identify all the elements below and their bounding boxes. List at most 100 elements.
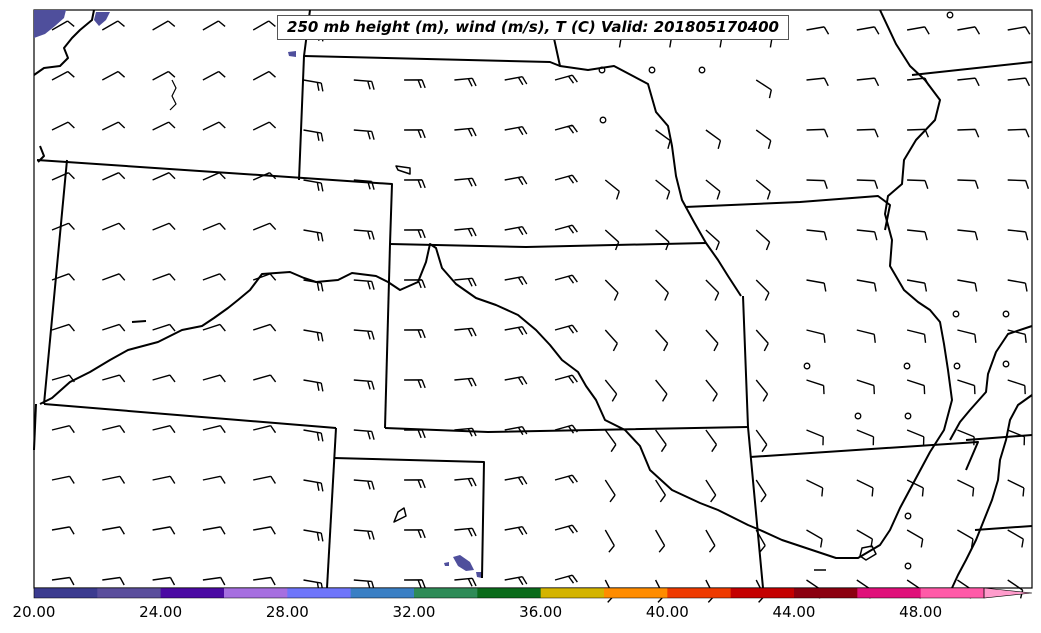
wind-barb-icon bbox=[655, 129, 671, 150]
wind-barb-icon bbox=[353, 529, 375, 540]
wind-barb-icon bbox=[1007, 26, 1031, 35]
wind-barb-icon bbox=[654, 529, 666, 553]
wind-barb-icon bbox=[303, 379, 324, 392]
wind-barb-icon bbox=[101, 70, 126, 81]
wind-barb-icon bbox=[604, 229, 620, 251]
wind-barb-icon bbox=[806, 479, 824, 497]
colorbar-tick-label: 24.00 bbox=[139, 603, 183, 621]
wind-barb-icon bbox=[1007, 279, 1028, 292]
wind-barb-icon bbox=[202, 273, 226, 281]
wind-barb-icon bbox=[1007, 229, 1029, 241]
wind-barb-icon bbox=[202, 121, 226, 131]
wind-barb-icon bbox=[604, 379, 618, 402]
wind-barb-icon bbox=[353, 79, 375, 90]
wind-barb-icon bbox=[303, 529, 324, 542]
wind-barb-icon bbox=[604, 279, 619, 301]
wind-barb-icon bbox=[806, 329, 826, 343]
wind-barb-icon bbox=[454, 277, 477, 287]
wind-barb-icon bbox=[604, 529, 615, 553]
wind-barb-icon bbox=[252, 121, 277, 131]
calm-winds-layer bbox=[598, 11, 1010, 570]
wind-barb-icon bbox=[1007, 77, 1031, 87]
calm-circle-icon bbox=[903, 362, 911, 370]
calm-circle-icon bbox=[904, 412, 912, 420]
wind-barb-icon bbox=[504, 576, 528, 586]
wind-barb-icon bbox=[152, 424, 176, 434]
wind-barb-icon bbox=[806, 26, 830, 35]
wind-barb-icon bbox=[554, 524, 578, 534]
wind-barb-icon bbox=[202, 172, 226, 181]
wind-barb-icon bbox=[404, 129, 426, 139]
wind-barb-icon bbox=[202, 576, 226, 586]
colorbar-swatch bbox=[160, 588, 225, 598]
wind-barb-icon bbox=[907, 229, 928, 241]
wind-barb-icon bbox=[655, 479, 666, 503]
wind-barb-icon bbox=[152, 20, 176, 31]
wind-barb-icon bbox=[102, 323, 126, 332]
wind-barb-icon bbox=[404, 479, 426, 489]
wind-barb-icon bbox=[353, 379, 375, 390]
temperature-fill bbox=[34, 10, 482, 578]
wind-barb-icon bbox=[51, 374, 75, 383]
wind-barb-icon bbox=[152, 273, 176, 281]
wind-barb-icon bbox=[604, 329, 618, 352]
wind-barb-icon bbox=[755, 379, 769, 402]
wind-barb-icon bbox=[705, 279, 720, 301]
wind-barb-icon bbox=[454, 227, 477, 237]
colorbar-extend-arrow bbox=[983, 587, 1033, 599]
wind-barb-icon bbox=[454, 127, 477, 137]
wind-barb-icon bbox=[202, 20, 226, 31]
wind-barb-icon bbox=[253, 424, 277, 434]
wind-barb-icon bbox=[252, 273, 277, 281]
wind-barb-icon bbox=[404, 229, 426, 239]
wind-barb-icon bbox=[806, 379, 825, 395]
wind-barb-icon bbox=[504, 526, 528, 536]
wind-barb-icon bbox=[1007, 529, 1024, 548]
wind-barb-icon bbox=[504, 376, 528, 386]
wind-barb-icon bbox=[856, 77, 880, 87]
wind-barb-icon bbox=[806, 179, 828, 189]
colorbar-swatch bbox=[794, 588, 858, 598]
wind-barb-icon bbox=[906, 329, 927, 343]
calm-circle-icon bbox=[953, 362, 961, 370]
wind-barb-icon bbox=[755, 329, 769, 352]
colorbar-swatch bbox=[224, 588, 288, 598]
colorbar-tick-label: 36.00 bbox=[519, 603, 563, 621]
wind-barb-icon bbox=[554, 574, 578, 584]
wind-barb-icon bbox=[957, 77, 980, 87]
calm-circle-icon bbox=[904, 562, 912, 570]
colorbar-tick-label: 28.00 bbox=[265, 603, 309, 621]
wind-barb-icon bbox=[856, 379, 875, 395]
wind-barb-icon bbox=[303, 329, 324, 342]
wind-barb-icon bbox=[755, 79, 772, 99]
wind-barb-icon bbox=[152, 374, 176, 383]
wind-barb-icon bbox=[906, 279, 928, 292]
wind-barbs-layer bbox=[51, 20, 1031, 603]
calm-circle-icon bbox=[803, 362, 811, 370]
wind-barb-icon bbox=[755, 279, 770, 301]
wind-barb-icon bbox=[755, 179, 771, 200]
wind-barb-icon bbox=[303, 479, 324, 492]
colorbar-tick-label: 20.00 bbox=[12, 603, 56, 621]
wind-barb-icon bbox=[655, 229, 670, 251]
wind-barb-icon bbox=[655, 179, 671, 200]
wind-barb-icon bbox=[102, 273, 126, 281]
wind-barb-icon bbox=[806, 77, 829, 87]
wind-barb-icon bbox=[101, 20, 125, 31]
wind-barb-icon bbox=[152, 475, 176, 484]
wind-barb-icon bbox=[906, 429, 925, 446]
wind-barb-icon bbox=[755, 129, 772, 150]
wind-barb-icon bbox=[51, 20, 75, 31]
calm-circle-icon bbox=[952, 310, 960, 318]
map-boundaries bbox=[33, 9, 1033, 589]
wind-barb-icon bbox=[253, 526, 276, 535]
wind-barb-icon bbox=[51, 222, 75, 231]
temperature-colorbar bbox=[33, 587, 1033, 599]
wind-barb-icon bbox=[856, 429, 875, 446]
wind-barb-icon bbox=[806, 429, 824, 446]
wind-barb-icon bbox=[353, 129, 375, 140]
wind-barb-icon bbox=[906, 379, 926, 395]
wind-barb-icon bbox=[454, 527, 477, 537]
wind-barb-icon bbox=[102, 424, 126, 434]
